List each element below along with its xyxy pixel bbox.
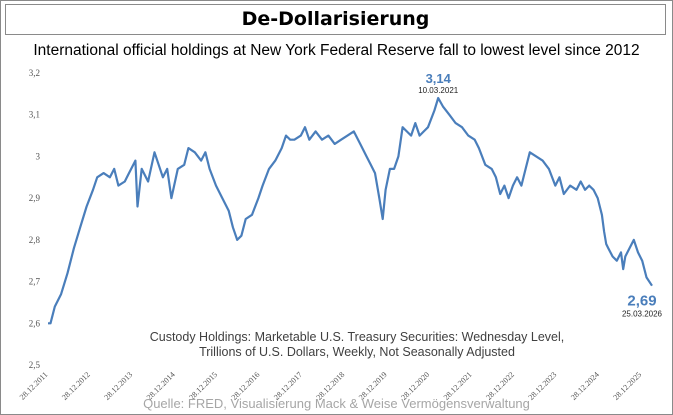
y-tick-label: 2,5 bbox=[29, 360, 41, 370]
y-tick-label: 3,1 bbox=[29, 110, 40, 120]
y-tick-label: 2,9 bbox=[29, 193, 41, 203]
series-line bbox=[48, 96, 653, 325]
y-tick-label: 2,8 bbox=[29, 235, 41, 245]
chart-subtitle: International official holdings at New Y… bbox=[33, 42, 640, 59]
y-tick-label: 2,6 bbox=[29, 318, 41, 328]
peak-value-label: 3,14 bbox=[426, 71, 452, 86]
y-tick-label: 2,7 bbox=[29, 277, 41, 287]
y-tick-label: 3,2 bbox=[29, 68, 40, 78]
peak-date-label: 10.03.2021 bbox=[418, 86, 459, 95]
source-note: Quelle: FRED, Visualisierung Mack & Weis… bbox=[143, 396, 530, 411]
series-description-line-1: Custody Holdings: Marketable U.S. Treasu… bbox=[150, 330, 565, 344]
end-value-label: 2,69 bbox=[627, 293, 656, 310]
page-title: De-Dollarisierung bbox=[241, 8, 430, 30]
title-box: De-Dollarisierung bbox=[5, 4, 666, 35]
y-axis: 2,5 2,6 2,7 2,8 2,9 3 3,1 3,2 bbox=[29, 68, 41, 370]
y-tick-label: 3 bbox=[36, 151, 41, 161]
end-date-label: 25.03.2026 bbox=[622, 310, 663, 319]
series-description-line-2: Trillions of U.S. Dollars, Weekly, Not S… bbox=[199, 345, 515, 359]
